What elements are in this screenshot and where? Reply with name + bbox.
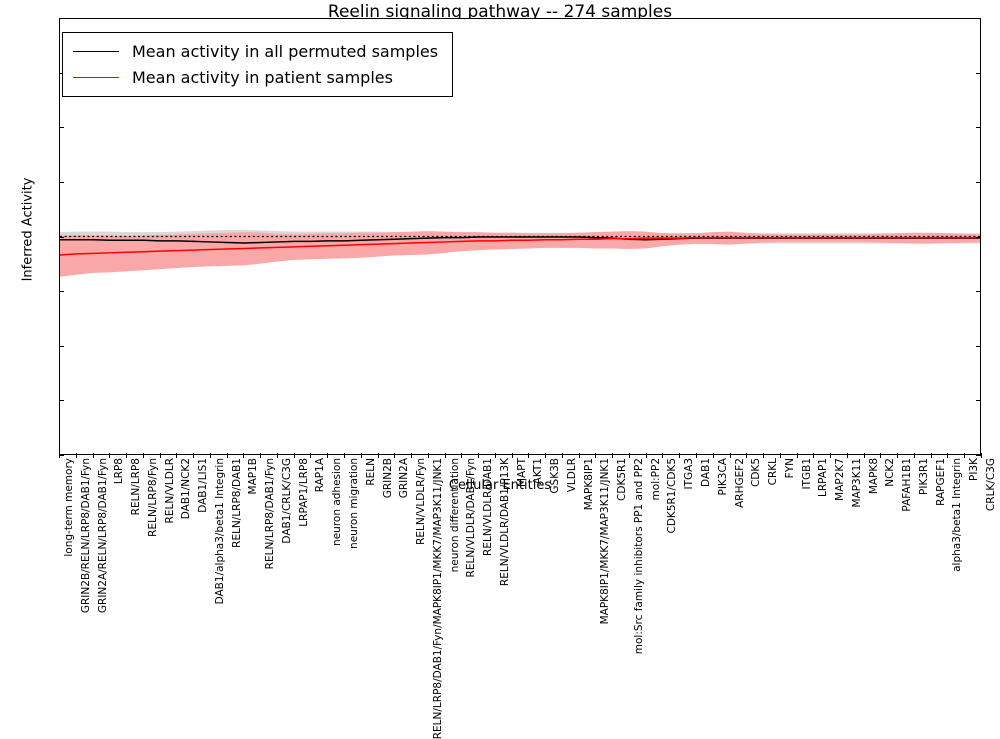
- x-tick-mark: [746, 453, 748, 458]
- x-tick-mark: [511, 453, 513, 458]
- x-tick-mark: [126, 453, 128, 458]
- x-tick-mark: [779, 453, 781, 458]
- x-tick-mark: [645, 453, 647, 458]
- x-tick-label: RELN/LRP8/DAB1/Fyn/MAPK8IP1/MKK7/MAP3K11…: [431, 458, 444, 739]
- x-tick-mark: [913, 453, 915, 458]
- x-tick-label: FYN: [783, 458, 796, 479]
- x-tick-mark: [327, 453, 329, 458]
- x-tick-mark: [109, 453, 111, 458]
- x-tick-mark: [796, 453, 798, 458]
- x-tick-mark: [628, 453, 630, 458]
- x-tick-mark: [528, 453, 530, 458]
- x-tick-mark: [75, 453, 77, 458]
- figure: Reelin signaling pathway -- 274 samples …: [20, 2, 997, 739]
- x-tick-mark: [243, 453, 245, 458]
- x-tick-mark: [461, 453, 463, 458]
- chart-title: Reelin signaling pathway -- 274 samples: [327, 2, 673, 22]
- x-tick-mark: [729, 453, 731, 458]
- legend-label-permuted: Mean activity in all permuted samples: [132, 41, 439, 61]
- x-tick-label: CDK5R1/CDK5: [666, 458, 679, 534]
- x-tick-mark: [444, 453, 446, 458]
- confidence-band: [60, 231, 980, 277]
- x-tick-label: neuron adhesion: [331, 458, 344, 546]
- x-tick-mark: [964, 453, 966, 458]
- x-tick-mark: [947, 453, 949, 458]
- x-tick-mark: [394, 453, 396, 458]
- x-tick-mark: [830, 453, 832, 458]
- x-tick-mark: [343, 453, 345, 458]
- x-tick-mark: [880, 453, 882, 458]
- x-tick-mark: [276, 453, 278, 458]
- x-tick-mark: [377, 453, 379, 458]
- band-patient: [60, 231, 980, 277]
- x-tick-mark: [226, 453, 228, 458]
- x-tick-label: RELN/VLDLR/DAB1: [482, 458, 495, 556]
- line-patient-mean: [60, 236, 980, 256]
- x-tick-mark: [545, 453, 547, 458]
- x-axis-label: Cellular Entities: [448, 478, 552, 493]
- x-tick-mark: [411, 453, 413, 458]
- legend-label-patient: Mean activity in patient samples: [132, 67, 393, 87]
- x-tick-label: RELN/LRP8/Fyn: [146, 458, 159, 537]
- x-tick-mark: [159, 453, 161, 458]
- x-tick-label: RELN/LRP8/DAB1/Fyn: [264, 458, 277, 570]
- x-tick-mark: [193, 453, 195, 458]
- x-tick-mark: [813, 453, 815, 458]
- x-tick-mark: [863, 453, 865, 458]
- x-tick-mark: [310, 453, 312, 458]
- x-tick-mark: [360, 453, 362, 458]
- x-tick-label: DAB1/CRLK/C3G: [280, 458, 293, 544]
- x-tick-mark: [427, 453, 429, 458]
- x-tick-label: RELN/VLDLR/Fyn: [415, 458, 428, 545]
- legend-swatch-permuted: [73, 50, 119, 52]
- x-tick-mark: [846, 453, 848, 458]
- legend-entry-permuted: Mean activity in all permuted samples: [73, 38, 438, 64]
- x-tick-mark: [494, 453, 496, 458]
- x-tick-mark: [763, 453, 765, 458]
- x-tick-mark: [696, 453, 698, 458]
- x-tick-mark: [142, 453, 144, 458]
- x-tick-mark: [679, 453, 681, 458]
- x-tick-mark: [578, 453, 580, 458]
- x-tick-mark: [662, 453, 664, 458]
- x-tick-mark: [293, 453, 295, 458]
- x-tick-mark: [260, 453, 262, 458]
- y-axis-label: Inferred Activity: [20, 177, 36, 282]
- legend-entry-patient: Mean activity in patient samples: [73, 64, 438, 90]
- x-tick-mark: [930, 453, 932, 458]
- x-tick-mark: [92, 453, 94, 458]
- x-tick-label: RELN/VLDLR/DAB1/Fyn: [465, 458, 478, 578]
- x-tick-mark: [981, 453, 982, 458]
- x-tick-mark: [595, 453, 597, 458]
- x-tick-mark: [897, 453, 899, 458]
- legend-swatch-patient: [73, 76, 119, 78]
- x-tick-mark: [561, 453, 563, 458]
- x-tick-mark: [209, 453, 211, 458]
- x-tick-label: alpha3/beta1 Integrin: [951, 458, 964, 572]
- x-tick-mark: [478, 453, 480, 458]
- x-tick-label: neuron migration: [347, 458, 360, 549]
- legend: Mean activity in all permuted samples Me…: [62, 32, 454, 97]
- x-tick-mark: [176, 453, 178, 458]
- x-tick-mark: [59, 453, 60, 458]
- x-tick-label: long-term memory: [63, 458, 75, 557]
- plot-svg: [60, 229, 980, 277]
- x-tick-label: RELN/LRP8/DAB1: [230, 458, 243, 548]
- x-tick-mark: [712, 453, 714, 458]
- x-tick-mark: [612, 453, 614, 458]
- x-tick-label: neuron differentiation: [448, 458, 461, 573]
